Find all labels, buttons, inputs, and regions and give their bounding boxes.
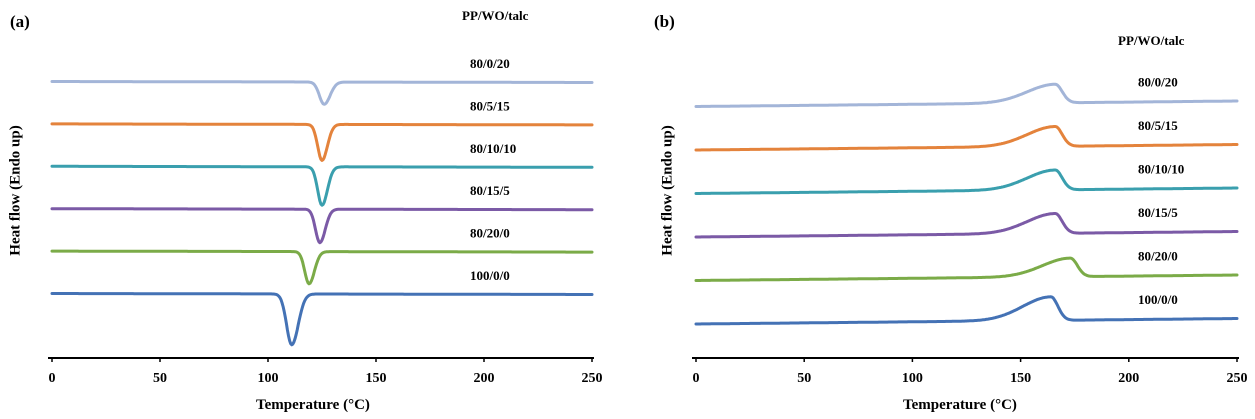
legend-title: PP/WO/talc [462, 8, 529, 23]
series-line-80-0-20 [50, 80, 594, 106]
panel-label: (a) [10, 12, 30, 31]
x-tick-label: 0 [693, 371, 700, 386]
chart-panel-b: (b) PP/WO/talc Heat flow (Endo up) Tempe… [640, 0, 1255, 419]
series-line-80-5-15 [50, 122, 594, 162]
series-line-80-15-5 [694, 212, 1239, 239]
series-line-80-10-10 [694, 168, 1239, 195]
x-axis-label: Temperature (°C) [256, 397, 370, 413]
series-label-100-0-0: 100/0/0 [470, 268, 510, 283]
series-line-100-0-0 [694, 295, 1239, 326]
series-line-80-15-5 [50, 207, 594, 245]
x-tick-label: 0 [49, 371, 56, 386]
chart-panel-a: (a) PP/WO/talc Heat flow (Endo up) Tempe… [0, 0, 620, 419]
x-tick-label: 100 [258, 371, 279, 386]
plot-area: 0 50 100 150 200 250 80/0/20 80/5/15 80/10/10 80/… [48, 56, 603, 386]
series-label-80-15-5: 80/15/5 [1138, 205, 1178, 220]
x-tick-label: 50 [797, 371, 811, 386]
series-label-80-5-15: 80/5/15 [1138, 118, 1178, 133]
series-line-80-20-0 [694, 256, 1239, 282]
panel-label: (b) [654, 12, 675, 31]
x-tick-label: 200 [1118, 371, 1139, 386]
series-label-80-5-15: 80/5/15 [470, 98, 510, 113]
x-tick-label: 250 [582, 371, 603, 386]
series-label-80-0-20: 80/0/20 [1138, 75, 1178, 90]
series-line-80-10-10 [50, 164, 594, 207]
series-line-80-5-15 [694, 125, 1239, 152]
series-line-80-20-0 [50, 249, 594, 286]
x-tick-label: 200 [474, 371, 495, 386]
x-tick-label: 100 [902, 371, 923, 386]
series-line-80-0-20 [694, 82, 1239, 108]
series-label-80-15-5: 80/15/5 [470, 183, 510, 198]
series-label-80-0-20: 80/0/20 [470, 56, 510, 71]
series-label-100-0-0: 100/0/0 [1138, 292, 1178, 307]
series-label-80-10-10: 80/10/10 [470, 141, 516, 156]
series-label-80-20-0: 80/20/0 [1138, 249, 1178, 264]
x-tick-label: 250 [1227, 371, 1248, 386]
legend-title: PP/WO/talc [1118, 33, 1185, 48]
plot-area: 0 50 100 150 200 250 80/0/20 80/5/15 80/10/10 80/… [692, 75, 1248, 386]
x-tick-label: 50 [153, 371, 167, 386]
series-line-100-0-0 [50, 292, 594, 347]
series-label-80-20-0: 80/20/0 [470, 226, 510, 241]
x-tick-label: 150 [1010, 371, 1031, 386]
x-tick-label: 150 [366, 371, 387, 386]
x-axis-label: Temperature (°C) [903, 397, 1017, 413]
series-label-80-10-10: 80/10/10 [1138, 162, 1184, 177]
